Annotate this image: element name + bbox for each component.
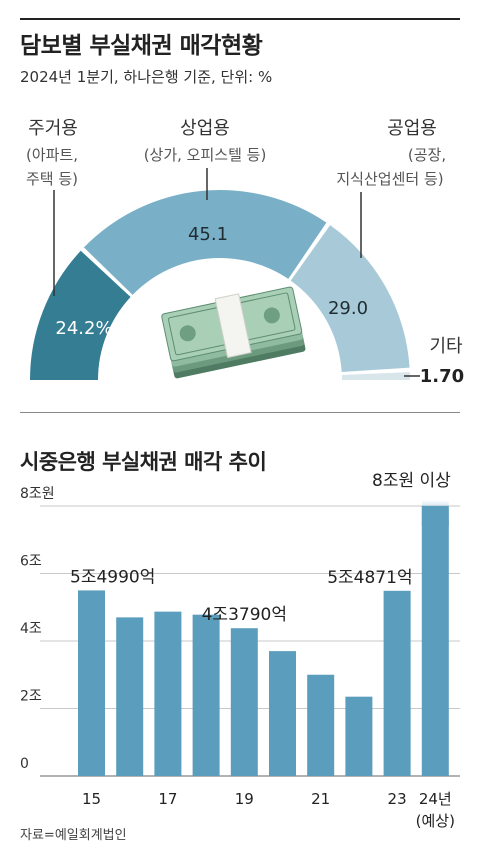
value-label-industrial: 29.0 xyxy=(328,298,368,319)
category-sub-industrial-1: (공장, xyxy=(407,146,447,164)
chart-title: 담보별 부실채권 매각현황 xyxy=(20,33,263,59)
category-sub-industrial-2: 지식산업센터 등) xyxy=(336,170,444,188)
bar-23 xyxy=(383,590,411,776)
y-tick-label: 8조원 xyxy=(20,486,55,502)
bar-annotation: 5조4871억 xyxy=(327,568,412,588)
x-tick-label: 15 xyxy=(82,790,101,808)
category-label-other: 기타 xyxy=(429,336,463,357)
category-sub-residential-2: 주택 등) xyxy=(25,170,79,188)
y-tick-label: 2조 xyxy=(20,689,42,705)
top-rule xyxy=(20,18,460,20)
category-label-commercial: 상업용 xyxy=(180,118,230,139)
bar-fade-top xyxy=(421,500,449,526)
bar-annotation: 8조원 이상 xyxy=(372,471,451,491)
bar-annotation: 5조4990억 xyxy=(70,567,155,587)
section-divider xyxy=(20,412,460,413)
bar-chart-title: 시중은행 부실채권 매각 추이 xyxy=(20,450,267,474)
value-label-commercial: 45.1 xyxy=(188,224,228,245)
x-tick-label: 17 xyxy=(158,790,177,808)
bar-15 xyxy=(78,590,105,776)
donut-segment-commercial xyxy=(83,190,327,295)
category-sub-commercial-1: (상가, 오피스텔 등) xyxy=(143,146,267,164)
value-label-other: 1.70 xyxy=(420,366,464,387)
bar-17 xyxy=(154,611,182,776)
y-tick-label: 6조 xyxy=(20,554,42,570)
value-label-residential: 24.2% xyxy=(55,318,112,339)
bar-24년 xyxy=(421,506,449,776)
money-stack-icon xyxy=(161,286,306,379)
bar-annotation: 4조3790억 xyxy=(202,605,287,625)
bar-22 xyxy=(345,696,373,776)
donut-segment-residential xyxy=(30,250,131,380)
donut-segment-industrial xyxy=(290,225,410,373)
bar-20 xyxy=(269,651,296,776)
bar-21 xyxy=(307,674,335,776)
x-tick-label: 23 xyxy=(388,790,407,808)
bar-19 xyxy=(230,628,258,776)
x-tick-label: 24년 xyxy=(419,790,452,808)
x-tick-label: 19 xyxy=(235,790,254,808)
x-tick-sublabel: (예상) xyxy=(416,812,455,830)
bar-18 xyxy=(192,614,220,776)
donut-chart: 24.2% 45.1 29.0 기타 1.70 xyxy=(30,168,464,387)
category-sub-residential-1: (아파트, xyxy=(25,146,79,164)
x-tick-label: 21 xyxy=(311,790,330,808)
bar-16 xyxy=(116,617,144,776)
chart-subtitle: 2024년 1분기, 하나은행 기준, 단위: % xyxy=(20,68,273,86)
category-label-industrial: 공업용 xyxy=(387,118,437,139)
y-tick-label: 4조 xyxy=(20,621,42,637)
source-note: 자료=예일회계법인 xyxy=(20,828,127,843)
category-label-residential: 주거용 xyxy=(28,118,78,139)
y-tick-label: 0 xyxy=(20,756,29,772)
donut-segment-other xyxy=(341,372,410,380)
